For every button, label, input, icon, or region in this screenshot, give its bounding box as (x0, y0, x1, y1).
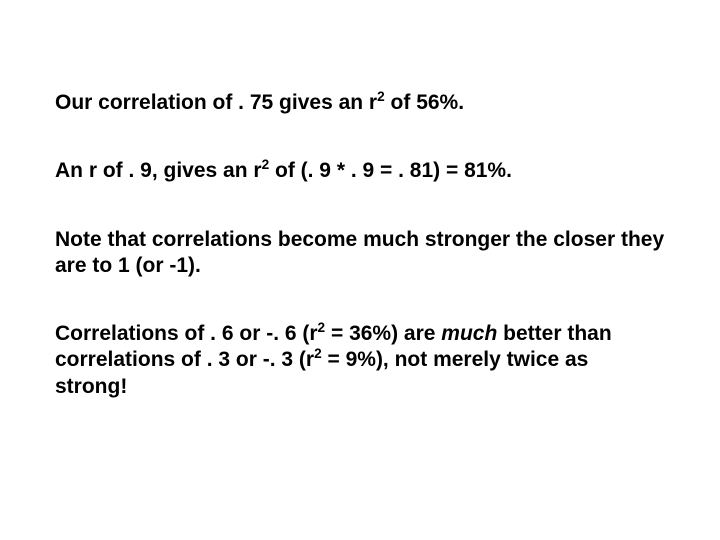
p4-text-b: = 36%) are (325, 322, 441, 345)
p2-text-a: An r of . 9, gives an r (55, 159, 262, 182)
p1-superscript: 2 (377, 89, 385, 104)
paragraph-1: Our correlation of . 75 gives an r2 of 5… (55, 90, 665, 116)
p4-text-a: Correlations of . 6 or -. 6 (r (55, 322, 318, 345)
paragraph-3: Note that correlations become much stron… (55, 227, 665, 280)
paragraph-4: Correlations of . 6 or -. 6 (r2 = 36%) a… (55, 321, 665, 400)
p4-superscript-2: 2 (314, 346, 322, 361)
p2-text-b: of (. 9 * . 9 = . 81) = 81%. (269, 159, 512, 182)
paragraph-2: An r of . 9, gives an r2 of (. 9 * . 9 =… (55, 158, 665, 184)
slide: Our correlation of . 75 gives an r2 of 5… (0, 0, 720, 540)
p1-text-a: Our correlation of . 75 gives an r (55, 91, 377, 114)
p4-superscript-1: 2 (318, 320, 326, 335)
p3-text-a: Note that correlations become much stron… (55, 228, 664, 277)
p4-emphasis: much (441, 322, 497, 345)
p1-text-b: of 56%. (385, 91, 464, 114)
